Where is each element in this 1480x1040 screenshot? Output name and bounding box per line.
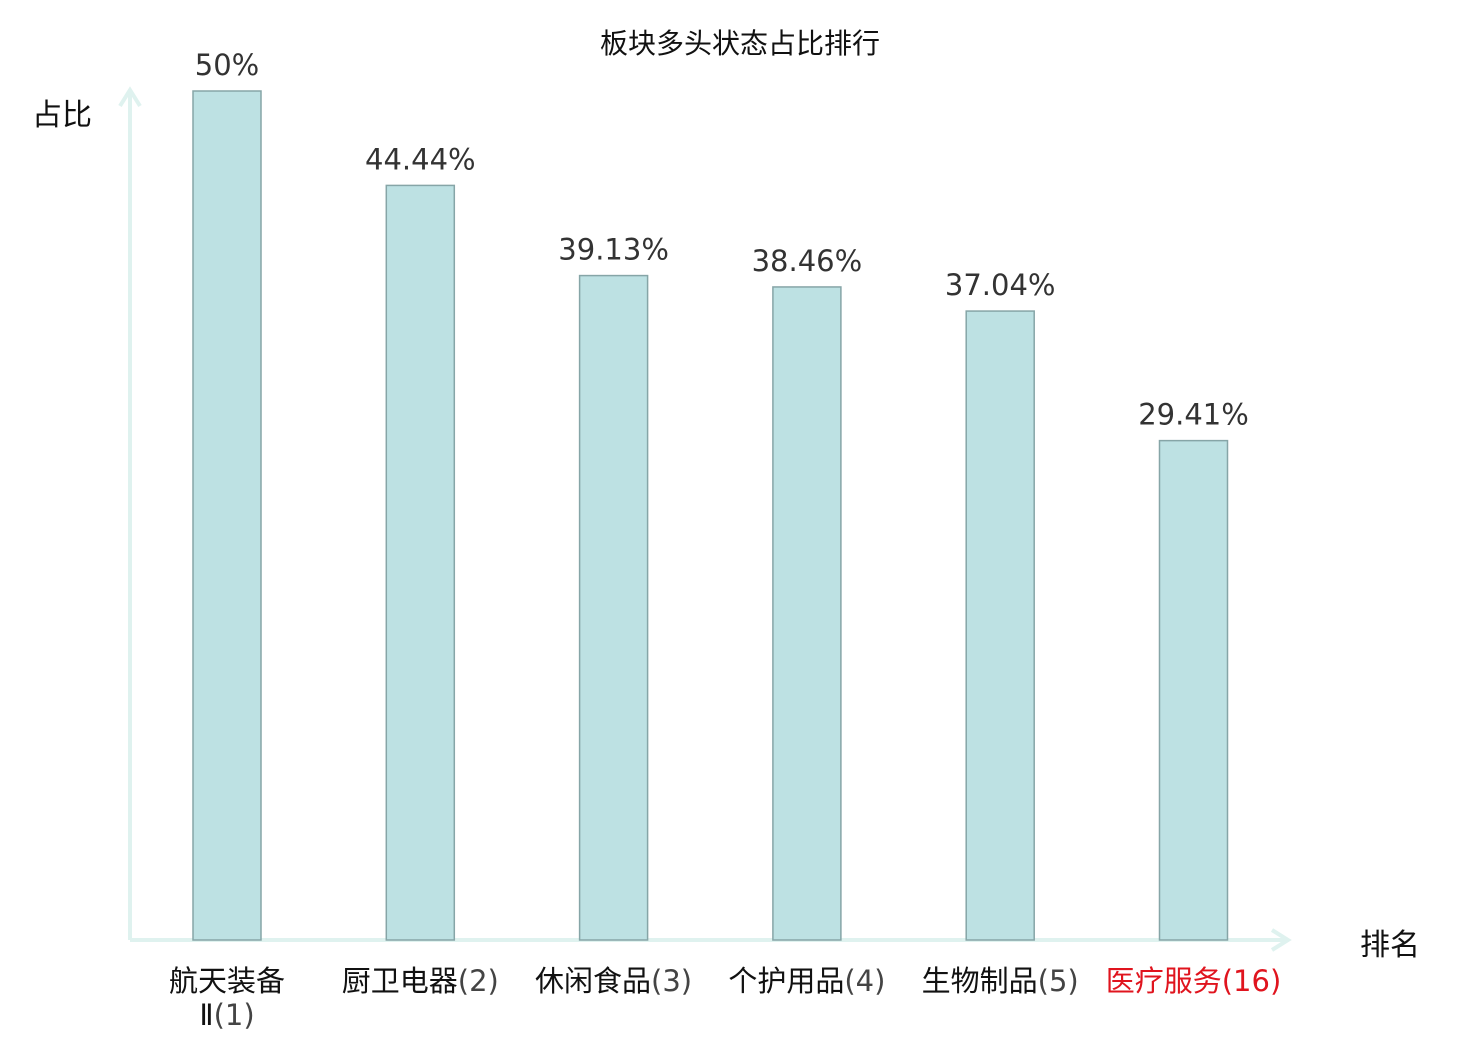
- x-tick-label: 医疗服务(16): [1099, 964, 1289, 998]
- category-rank: (1): [213, 998, 255, 1032]
- category-rank: (4): [844, 964, 886, 998]
- bars: [192, 90, 1229, 941]
- y-axis-arrow: [118, 86, 142, 108]
- x-tick-label: 休闲食品(3): [519, 964, 709, 998]
- axes: [118, 86, 1292, 952]
- chart-title: 板块多头状态占比排行: [599, 27, 880, 60]
- category-rank: (3): [651, 964, 693, 998]
- category-name: 医疗服务: [1105, 964, 1222, 998]
- category-rank: (2): [457, 964, 499, 998]
- y-axis-label: 占比: [32, 98, 92, 133]
- bar: [1158, 439, 1229, 941]
- x-tick-label: 生物制品(5): [905, 964, 1095, 998]
- x-axis-label: 排名: [1360, 928, 1420, 963]
- bar-value-label: 38.46%: [752, 244, 863, 278]
- category-name: 个护用品: [728, 964, 845, 998]
- bar: [192, 90, 262, 941]
- category-name: 航天装备Ⅱ: [168, 964, 285, 1032]
- bar: [772, 286, 842, 941]
- bar-value-label: 37.04%: [945, 268, 1056, 302]
- bar: [578, 274, 649, 941]
- bar: [385, 184, 456, 941]
- category-name: 厨卫电器: [341, 964, 458, 998]
- category-rank: (5): [1037, 964, 1079, 998]
- category-rank: (16): [1221, 964, 1282, 998]
- category-name: 生物制品: [921, 964, 1038, 998]
- x-tick-label: 航天装备Ⅱ(1): [157, 964, 297, 1032]
- bar-value-label: 39.13%: [558, 233, 669, 267]
- x-axis-arrow: [1270, 928, 1292, 952]
- x-tick-label: 厨卫电器(2): [325, 964, 515, 998]
- bar-value-label: 50%: [195, 48, 259, 82]
- value-labels: 50% 44.44% 39.13% 38.46% 37.04% 29.41%: [195, 48, 1249, 432]
- category-name: 休闲食品: [535, 964, 652, 998]
- bar: [965, 310, 1035, 941]
- bar-value-label: 29.41%: [1138, 398, 1249, 432]
- x-tick-label: 个护用品(4): [712, 964, 902, 998]
- bar-value-label: 44.44%: [365, 142, 476, 176]
